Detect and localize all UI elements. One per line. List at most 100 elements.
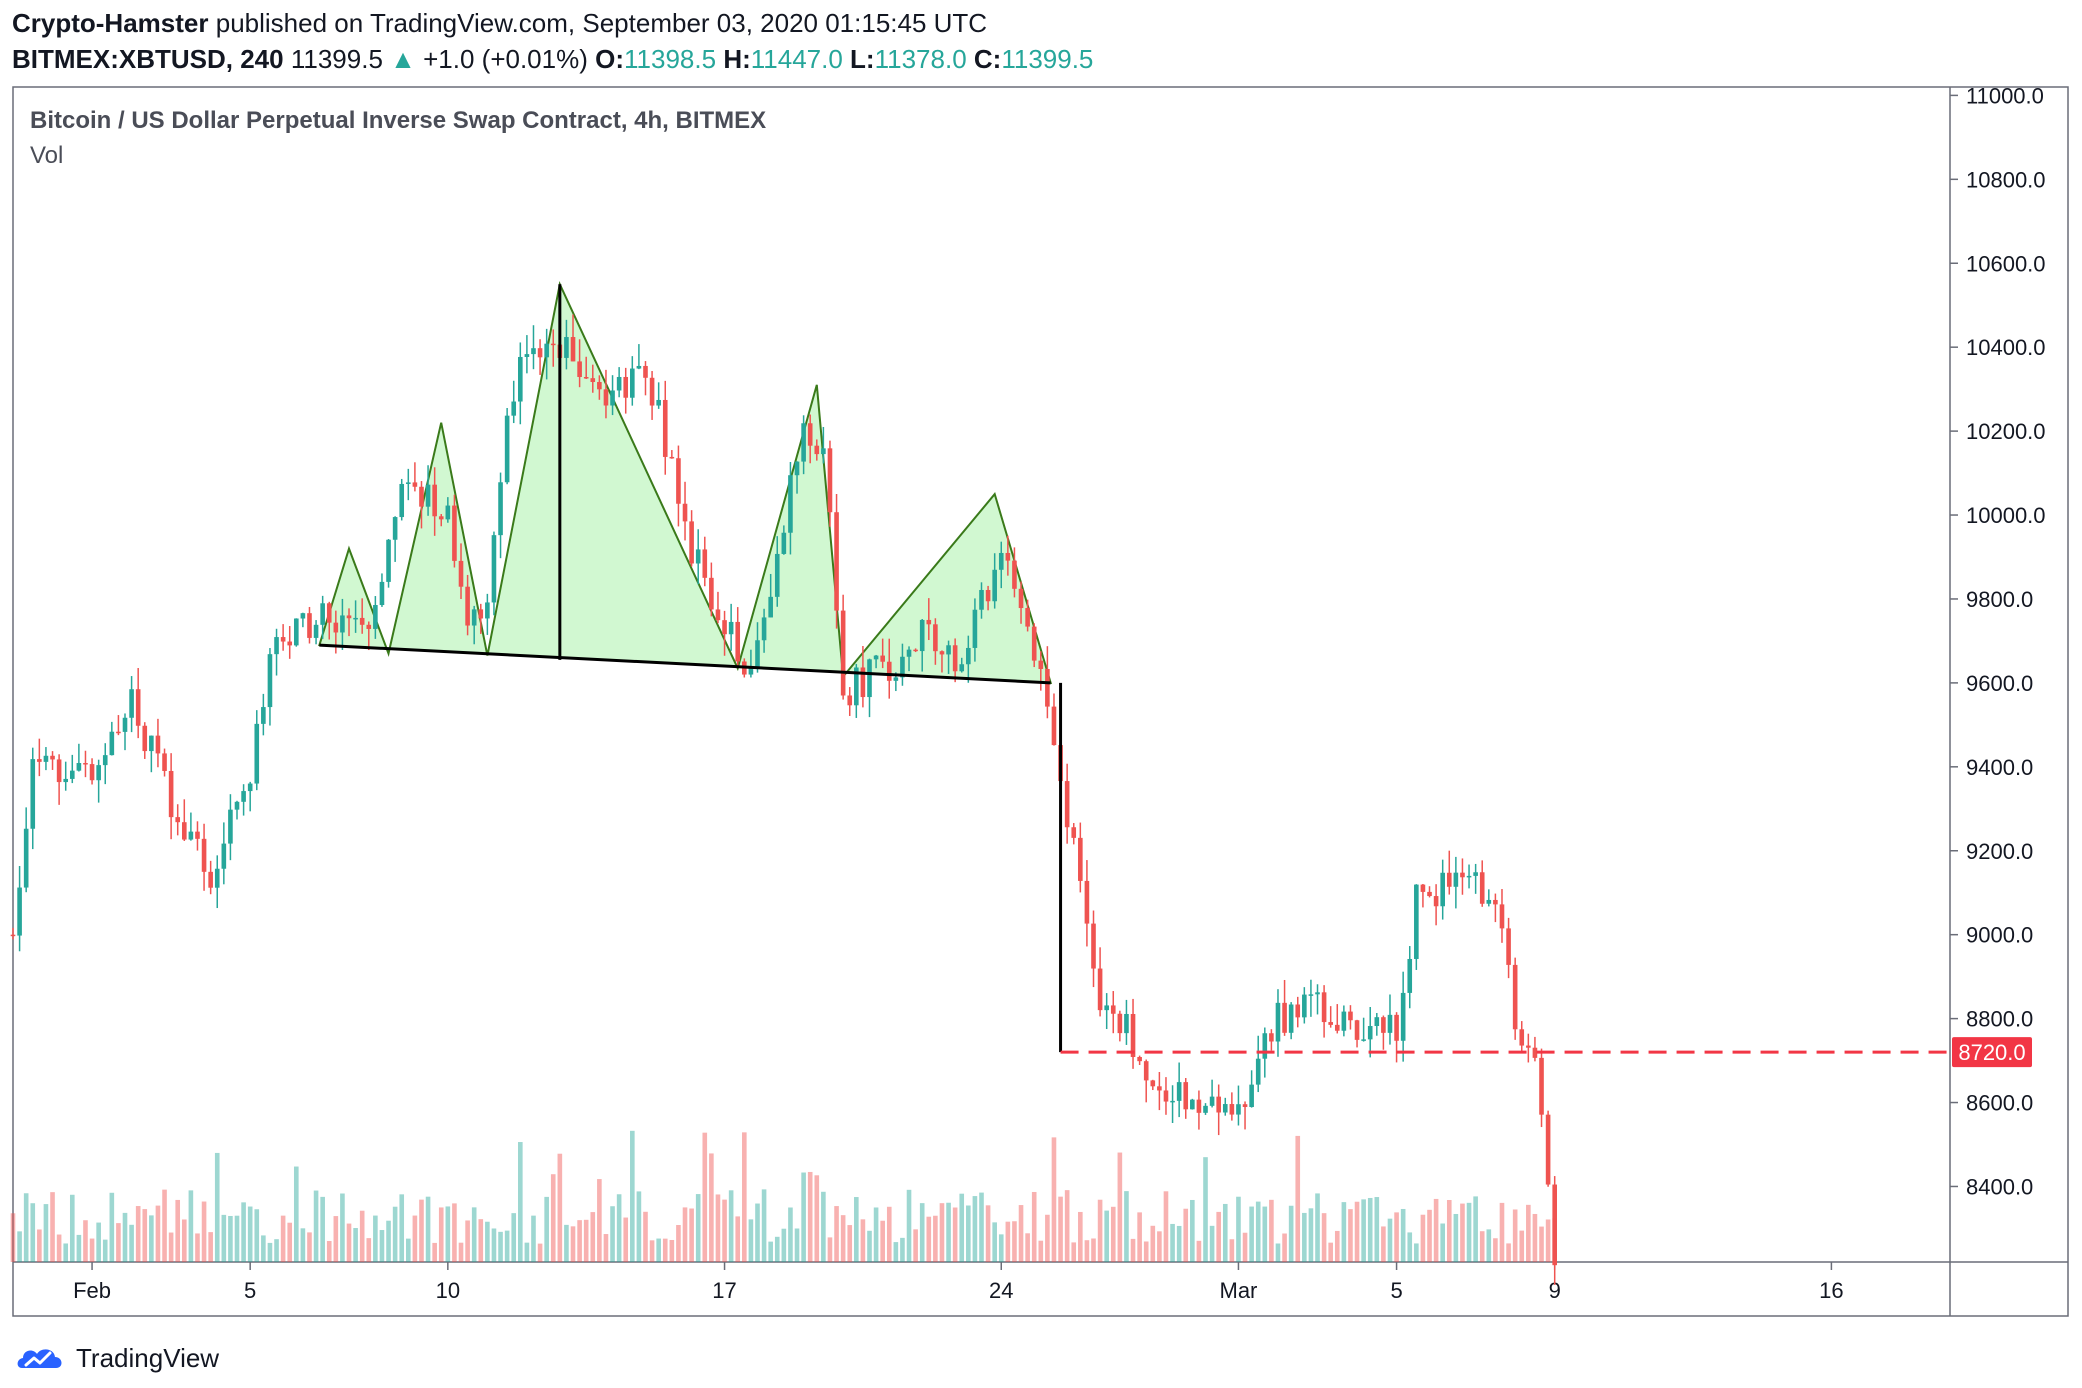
candle-body — [1275, 1002, 1281, 1042]
volume-bar — [188, 1190, 194, 1262]
candle-body — [722, 620, 727, 635]
volume-bar — [386, 1220, 391, 1262]
volume-bar — [221, 1214, 227, 1262]
volume-bar — [1526, 1204, 1531, 1262]
candle-body — [1367, 1026, 1373, 1040]
candle-body — [1064, 781, 1070, 828]
volume-bar — [616, 1194, 622, 1262]
volume-bar — [1466, 1202, 1472, 1262]
candle-body — [873, 655, 879, 660]
volume-bar — [116, 1223, 121, 1262]
volume-bar — [643, 1211, 648, 1262]
volume-bar — [893, 1242, 899, 1262]
volume-bar — [504, 1230, 510, 1262]
candle-body — [755, 640, 760, 668]
volume-bar — [1394, 1212, 1399, 1262]
candle-body — [181, 822, 187, 840]
volume-bar — [96, 1222, 101, 1262]
volume-bar — [1091, 1238, 1096, 1262]
candle-body — [1539, 1057, 1544, 1115]
author-name[interactable]: Crypto-Hamster — [12, 8, 209, 38]
volume-bar — [728, 1190, 734, 1262]
candle-body — [1486, 899, 1492, 904]
candle-body — [353, 617, 358, 620]
brand-footer[interactable]: TradingView — [14, 1338, 219, 1378]
candle-body — [419, 486, 424, 507]
candle-body — [1078, 837, 1083, 881]
volume-bar — [326, 1240, 332, 1262]
volume-bar — [1512, 1209, 1518, 1262]
volume-bar — [1216, 1211, 1221, 1262]
volume-bar — [1150, 1225, 1156, 1262]
volume-bar — [1051, 1137, 1057, 1262]
volume-bar — [280, 1215, 286, 1262]
candle-body — [623, 376, 629, 398]
volume-bar — [1295, 1135, 1301, 1262]
y-tick-label: 9600.0 — [1966, 671, 2033, 696]
volume-bar — [1446, 1200, 1452, 1262]
volume-bar — [662, 1238, 668, 1262]
symbol-name[interactable]: BITMEX:XBTUSD, 240 — [12, 44, 284, 74]
candle-body — [946, 645, 951, 655]
candle-body — [214, 868, 220, 888]
candle-body — [867, 659, 872, 698]
candle-body — [1038, 660, 1044, 669]
candle-body — [821, 448, 826, 455]
volume-bar — [1486, 1229, 1492, 1262]
close-label: C: — [973, 44, 1002, 74]
candle-body — [939, 651, 945, 655]
candle-body — [1071, 827, 1077, 838]
volume-bar — [972, 1196, 978, 1262]
candle-body — [452, 505, 457, 561]
candle-body — [1295, 1004, 1301, 1018]
candle-body — [893, 677, 899, 681]
candle-body — [1249, 1084, 1254, 1108]
volume-bar — [992, 1222, 997, 1262]
y-tick-label: 10800.0 — [1966, 167, 2046, 192]
candle-body — [116, 731, 121, 734]
volume-bar — [1506, 1243, 1511, 1262]
candle-body — [1512, 964, 1518, 1030]
candle-body — [346, 615, 352, 619]
head-and-shoulders-pattern — [318, 280, 1053, 684]
candle-body — [135, 689, 141, 726]
candle-body — [208, 871, 213, 888]
volume-bar — [109, 1192, 115, 1262]
candle-body — [307, 613, 312, 638]
volume-bar — [1539, 1226, 1544, 1262]
volume-bar — [1196, 1240, 1202, 1262]
volume-bar — [214, 1152, 220, 1262]
volume-bar — [1499, 1202, 1505, 1262]
candle-body — [76, 763, 82, 771]
volume-bar — [1334, 1230, 1340, 1262]
volume-bar — [900, 1237, 905, 1262]
volume-bar — [676, 1225, 681, 1262]
volume-bar — [1038, 1240, 1044, 1262]
candle-body — [669, 456, 675, 459]
volume-bar — [23, 1193, 29, 1262]
low-value: 11378.0 — [874, 44, 967, 74]
volume-bar — [498, 1231, 503, 1262]
candle-body — [30, 759, 36, 829]
candle-body — [906, 649, 912, 657]
candle-body — [1506, 928, 1511, 965]
volume-bar — [873, 1207, 879, 1262]
y-tick-label: 8400.0 — [1966, 1174, 2033, 1199]
candle-body — [247, 783, 253, 792]
volume-bar — [814, 1175, 820, 1262]
candle-body — [504, 415, 510, 483]
volume-bar — [1315, 1193, 1320, 1262]
volume-bar — [1479, 1231, 1485, 1262]
candle-body — [149, 735, 154, 752]
tradingview-logo-icon — [17, 1349, 62, 1368]
candle-body — [761, 617, 767, 641]
volume-bar — [1460, 1203, 1465, 1262]
x-tick-label: 5 — [244, 1278, 256, 1303]
candle-body — [952, 645, 958, 672]
candle-body — [17, 887, 22, 936]
candle-body — [636, 365, 642, 369]
volume-bar — [531, 1215, 536, 1262]
volume-bar — [478, 1219, 484, 1262]
volume-bar — [702, 1132, 708, 1262]
